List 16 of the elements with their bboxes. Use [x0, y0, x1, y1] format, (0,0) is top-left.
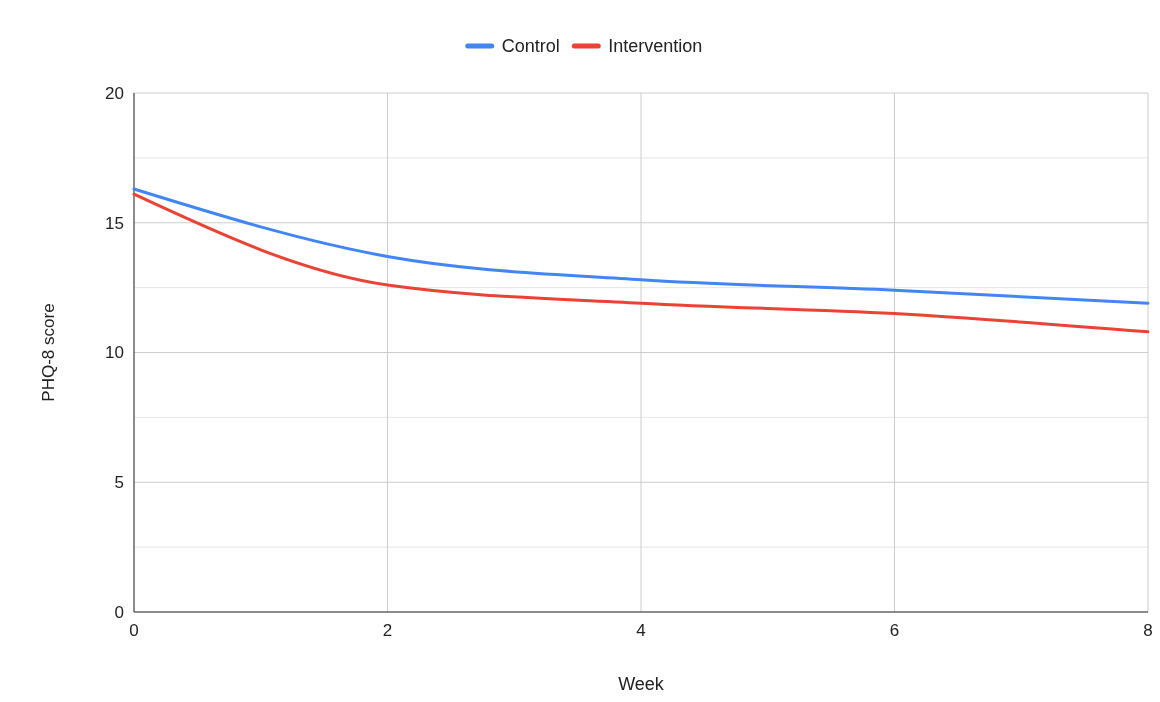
- y-tick-label: 20: [105, 83, 124, 103]
- x-tick-label: 6: [889, 621, 900, 640]
- x-tick-label: 2: [382, 621, 393, 640]
- y-axis-title: PHQ-8 score: [39, 303, 58, 402]
- x-tick-label: 0: [129, 621, 139, 640]
- y-tick-label: 10: [105, 343, 124, 363]
- y-tick-label: 0: [114, 602, 124, 622]
- x-tick-label: 4: [636, 621, 646, 640]
- legend-label: Intervention: [608, 36, 703, 57]
- line-series: [132, 192, 1150, 334]
- y-tick-label: 15: [105, 213, 124, 233]
- x-axis-title: Week: [618, 674, 665, 694]
- legend-label: Control: [501, 36, 560, 57]
- y-tick-label: 5: [114, 473, 124, 493]
- x-tick-label: 8: [1143, 621, 1153, 640]
- line-series: [132, 187, 1150, 305]
